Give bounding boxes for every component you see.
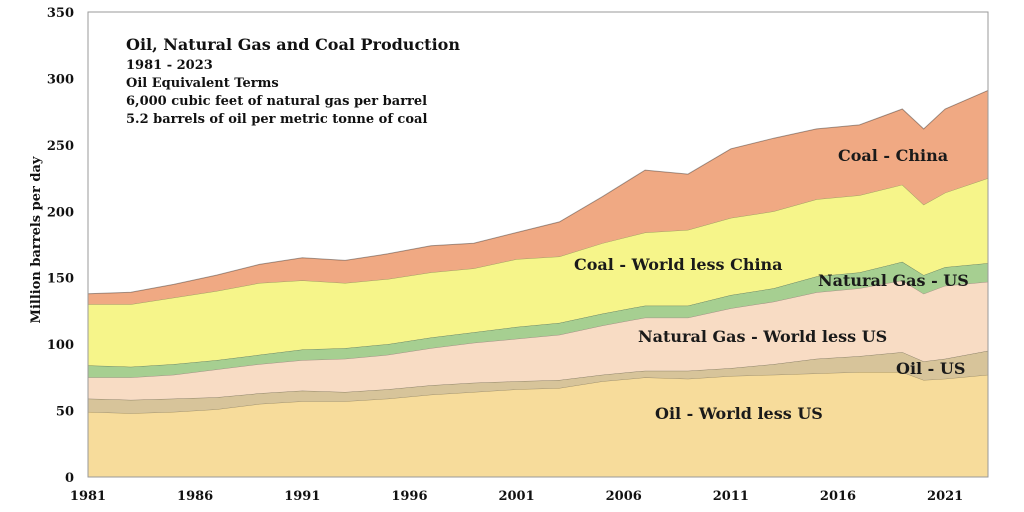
series-label-oil-world-less-us: Oil - World less US	[655, 404, 823, 423]
y-tick-label: 50	[56, 405, 74, 420]
area-oil-world-less-us	[88, 372, 988, 477]
x-tick-label: 1986	[177, 489, 213, 504]
area-coal-world-less-china	[88, 178, 988, 367]
series-labels: Coal - China Coal - World less China Nat…	[574, 146, 969, 423]
area-oil-us	[88, 350, 988, 414]
area-natural-gas-world-less-us	[88, 280, 988, 400]
x-tick-label: 2011	[713, 489, 749, 504]
y-tick-label: 100	[47, 338, 74, 353]
chart-subtitle-gas-conversion: 6,000 cubic feet of natural gas per barr…	[126, 94, 427, 109]
y-tick-label: 300	[47, 72, 74, 87]
chart-subtitle-units: Oil Equivalent Terms	[126, 76, 279, 91]
y-tick-labels: 0 50 100 150 200 250 300 350	[47, 6, 74, 486]
area-outline-5	[87, 89, 989, 295]
area-natural-gas-us	[88, 261, 988, 378]
x-tick-label: 2001	[498, 489, 534, 504]
plot-frame	[87, 11, 989, 478]
chart-title-block: Oil, Natural Gas and Coal Production 198…	[126, 35, 460, 127]
y-tick-label: 350	[47, 6, 74, 21]
x-tick-label: 1996	[391, 489, 427, 504]
chart-title: Oil, Natural Gas and Coal Production	[126, 35, 460, 54]
x-tick-labels: 1981 1986 1991 1996 2001 2006 2011 2016 2021	[70, 489, 963, 504]
series-label-natural-gas-world-less-us: Natural Gas - World less US	[638, 327, 887, 346]
series-label-coal-world-less-china: Coal - World less China	[574, 255, 783, 274]
y-axis-title: Million barrels per day	[29, 156, 44, 323]
series-label-natural-gas-us: Natural Gas - US	[818, 271, 969, 290]
y-tick-label: 250	[47, 139, 74, 154]
x-tick-label: 1991	[284, 489, 320, 504]
chart-subtitle-years: 1981 - 2023	[126, 58, 213, 73]
y-tick-label: 0	[65, 471, 74, 486]
series-label-coal-china: Coal - China	[838, 146, 948, 165]
y-tick-label: 200	[47, 205, 74, 220]
y-tick-label: 150	[47, 272, 74, 287]
x-tick-label: 2006	[606, 489, 642, 504]
series-label-oil-us: Oil - US	[896, 359, 965, 378]
x-tick-label: 2016	[820, 489, 856, 504]
area-series-group	[87, 89, 989, 477]
x-tick-label: 2021	[927, 489, 963, 504]
chart-subtitle-coal-conversion: 5.2 barrels of oil per metric tonne of c…	[126, 112, 427, 127]
axes	[87, 11, 989, 478]
area-coal-china	[88, 90, 988, 305]
x-tick-label: 1981	[70, 489, 106, 504]
